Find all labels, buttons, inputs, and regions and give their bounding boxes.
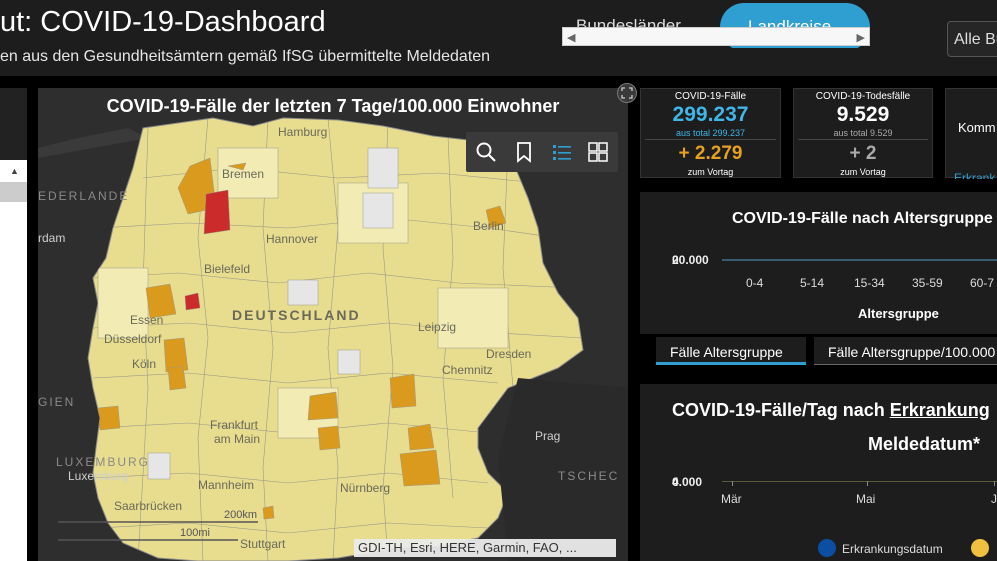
age-chart-category: 60-7 xyxy=(970,276,995,290)
kpi-cases-delta-label: zum Vortag xyxy=(687,167,734,177)
city-label-bremen: Bremen xyxy=(222,167,264,181)
daily-chart-baseline xyxy=(722,481,997,482)
map-panel[interactable]: Hamburg Bremen Hannover Berlin Bielefeld… xyxy=(38,88,628,561)
age-chart-ytick: 20.000 xyxy=(672,253,709,267)
search-icon[interactable] xyxy=(474,140,498,164)
map-attribution[interactable]: GDI-TH, Esri, HERE, Garmin, FAO, ... xyxy=(354,539,616,557)
city-label-frankfurt: Frankfurt xyxy=(210,418,259,432)
legend-dot-meldedatum[interactable] xyxy=(971,539,989,557)
daily-chart-tickmark xyxy=(732,481,733,486)
header: ut: COVID-19-Dashboard en aus den Gesund… xyxy=(0,0,997,76)
germany-map[interactable]: Hamburg Bremen Hannover Berlin Bielefeld… xyxy=(38,88,628,561)
city-label-berlin: Berlin xyxy=(473,219,504,233)
country-label-czechia: TSCHEC xyxy=(558,469,619,483)
daily-chart-tickmark xyxy=(867,481,868,486)
scroll-left-icon[interactable]: ◀ xyxy=(567,32,576,44)
basemap-gallery-icon[interactable] xyxy=(586,140,610,164)
kpi-cases-value: 299.237 xyxy=(672,103,749,126)
city-label-hannover: Hannover xyxy=(266,232,318,246)
legend-dot-erkrankungsdatum[interactable] xyxy=(818,539,836,557)
city-label-essen: Essen xyxy=(130,313,163,327)
page-subtitle: en aus den Gesundheitsämtern gemäß IfSG … xyxy=(0,48,491,65)
scale-mi-label: 100mi xyxy=(180,527,210,539)
age-chart-panel: COVID-19-Fälle nach Altersgruppe 20.000 … xyxy=(640,192,997,334)
age-chart-category: 5-14 xyxy=(800,276,825,290)
daily-chart-title-line2: Meldedatum* xyxy=(868,434,981,454)
map-title: COVID-19-Fälle der letzten 7 Tage/100.00… xyxy=(106,96,560,116)
kpi-divider xyxy=(645,139,776,140)
age-chart-category: 0-4 xyxy=(746,276,764,290)
kpi-cases-total: aus total 299.237 xyxy=(675,128,746,138)
city-label-prag: Prag xyxy=(535,429,560,443)
city-label-dresden: Dresden xyxy=(486,347,531,361)
city-label-saarbruecken: Saarbrücken xyxy=(114,499,182,513)
page-title: ut: COVID-19-Dashboard xyxy=(0,6,326,38)
scroll-up-icon[interactable]: ▲ xyxy=(10,166,19,176)
country-label-netherlands: EDERLANDE xyxy=(38,189,129,203)
kpi-deaths-total: aus total 9.529 xyxy=(833,128,893,138)
daily-chart-title-link[interactable]: Erkrankung xyxy=(889,400,990,420)
daily-chart-category: J xyxy=(991,492,997,506)
kpi-cases-label: COVID-19-Fälle xyxy=(674,91,747,102)
age-chart-ytick-zero: 0 xyxy=(672,253,679,267)
bookmark-icon[interactable] xyxy=(512,140,536,164)
expand-icon[interactable] xyxy=(617,83,637,103)
legend-label-erkrankungsdatum: Erkrankungsdatum xyxy=(842,542,943,556)
age-chart-category: 35-59 xyxy=(912,276,943,290)
scale-km-label: 200km xyxy=(224,509,257,521)
city-label-stuttgart: Stuttgart xyxy=(240,537,286,551)
daily-chart-ytick: 4.000 xyxy=(672,475,703,489)
scrollbar-thumb[interactable] xyxy=(0,182,27,202)
kpi-cases-delta: + 2.279 xyxy=(678,143,743,164)
map-toolbar xyxy=(466,132,618,172)
kpi-divider xyxy=(798,139,928,140)
age-chart-tabs: Fälle Altersgruppe Fälle Altersgruppe/10… xyxy=(640,334,997,368)
kpi-deaths-value: 9.529 xyxy=(836,103,890,126)
kpi-deaths-label: COVID-19-Todesfälle xyxy=(815,91,911,102)
daily-chart-title-prefix: COVID-19-Fälle/Tag nach xyxy=(672,400,890,420)
daily-chart-panel: COVID-19-Fälle/Tag nach Erkrankung Melde… xyxy=(640,384,997,561)
city-label-chemnitz: Chemnitz xyxy=(442,363,493,377)
daily-chart-category: Mär xyxy=(721,492,742,506)
kpi-comment-link[interactable]: Erkrank xyxy=(954,171,996,179)
city-label-luxemburg: Luxemburg xyxy=(68,469,128,483)
city-label-leipzig: Leipzig xyxy=(418,320,456,334)
country-label-germany: DEUTSCHLAND xyxy=(232,307,361,323)
kpi-card-cases: COVID-19-Fälle 299.237 aus total 299.237… xyxy=(640,88,781,178)
kpi-card-deaths: COVID-19-Todesfälle 9.529 aus total 9.52… xyxy=(793,88,933,178)
city-label-koeln: Köln xyxy=(132,357,156,371)
city-label-bielefeld: Bielefeld xyxy=(204,262,250,276)
horizontal-scrollbar[interactable]: ◀ ▶ xyxy=(562,27,870,46)
age-chart-category: 15-34 xyxy=(854,276,885,290)
region-select[interactable]: Alle Bu xyxy=(947,21,997,57)
daily-chart-category: Mai xyxy=(856,492,876,506)
daily-chart-tickmark xyxy=(994,481,995,486)
city-label-duesseldorf: Düsseldorf xyxy=(104,332,162,346)
tab-faelle-altersgruppe[interactable]: Fälle Altersgruppe xyxy=(656,337,806,365)
daily-chart-ytick-zero: 0 xyxy=(672,475,679,489)
kpi-card-comment: Komm Erkrank xyxy=(945,88,997,179)
city-label-hamburg: Hamburg xyxy=(278,125,327,139)
kpi-deaths-delta-label: zum Vortag xyxy=(840,167,886,177)
country-label-luxembourg: LUXEMBURG xyxy=(56,455,150,469)
vertical-scrollbar[interactable]: ▲ xyxy=(0,160,27,561)
city-label-nuernberg: Nürnberg xyxy=(340,481,390,495)
city-label-amsterdam-partial: rdam xyxy=(38,231,65,245)
daily-chart-title: COVID-19-Fälle/Tag nach Erkrankung xyxy=(672,400,990,421)
city-label-mannheim: Mannheim xyxy=(198,478,254,492)
kpi-deaths-delta: + 2 xyxy=(849,143,877,164)
kpi-comment-label: Komm xyxy=(958,120,996,135)
map-scale-bar: 200km 100mi xyxy=(58,509,258,541)
legend-list-icon[interactable] xyxy=(550,140,574,164)
age-chart-title: COVID-19-Fälle nach Altersgruppe xyxy=(732,210,993,227)
tab-faelle-altersgruppe-100000[interactable]: Fälle Altersgruppe/100.000 xyxy=(814,337,997,365)
age-chart-xlabel: Altersgruppe xyxy=(858,306,939,321)
city-label-am-main: am Main xyxy=(214,432,260,446)
age-chart-baseline xyxy=(722,259,997,261)
scroll-right-icon[interactable]: ▶ xyxy=(856,32,865,44)
country-label-belgium: GIEN xyxy=(38,395,75,409)
